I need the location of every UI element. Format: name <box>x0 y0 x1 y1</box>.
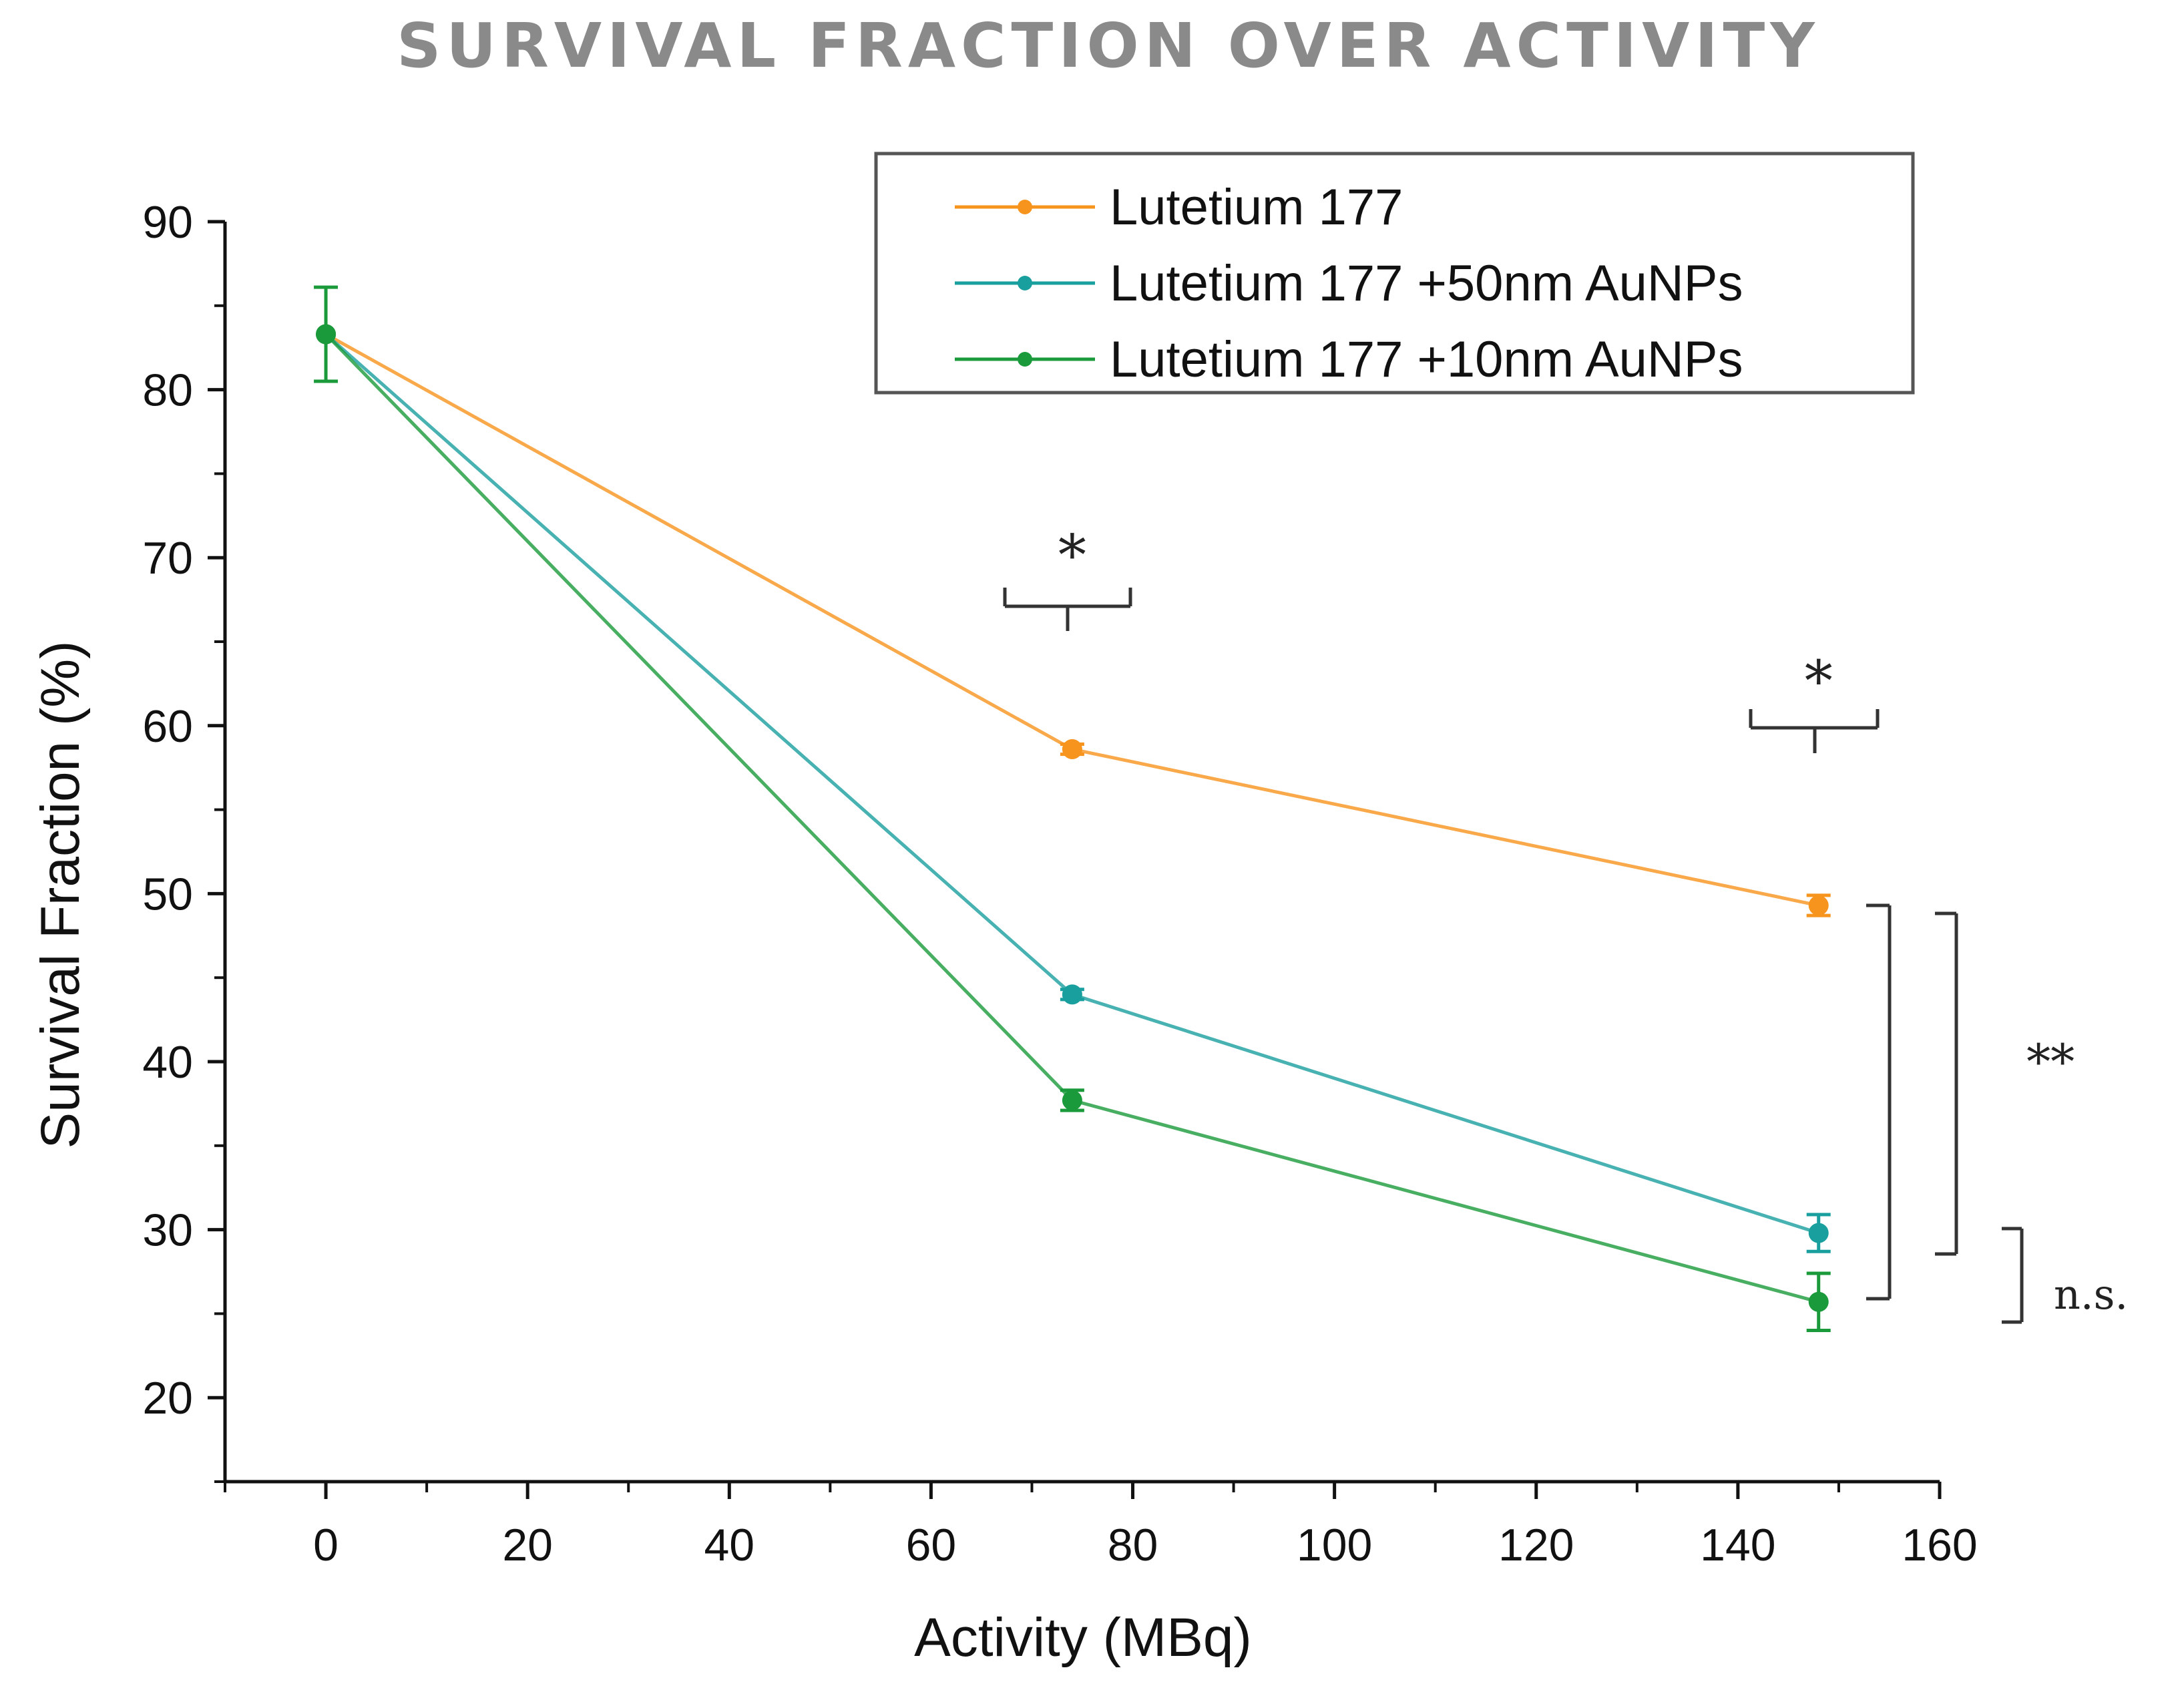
significance-star-74: * <box>1058 522 1086 588</box>
x-tick-label: 160 <box>1902 1520 1977 1570</box>
x-tick-label: 140 <box>1700 1520 1775 1570</box>
x-axis-label: Activity (MBq) <box>914 1607 1252 1668</box>
legend-label: Lutetium 177 +50nm AuNPs <box>1110 255 1743 312</box>
y-tick-label: 60 <box>142 701 193 752</box>
y-tick-label: 90 <box>142 197 193 248</box>
series-2 <box>316 324 1831 1253</box>
y-tick-label: 50 <box>142 869 193 919</box>
x-tick-label: 60 <box>906 1520 957 1570</box>
y-tick-label: 30 <box>142 1205 193 1256</box>
data-point <box>1062 984 1082 1005</box>
series-3 <box>314 285 1831 1333</box>
x-tick-label: 0 <box>313 1520 339 1570</box>
y-axis-ticks: 20 30 40 50 60 70 80 90 <box>142 197 225 1483</box>
series-line <box>324 333 1819 907</box>
x-tick-label: 120 <box>1498 1520 1574 1570</box>
legend: Lutetium 177 Lutetium 177 +50nm AuNPs Lute… <box>874 152 1915 395</box>
axes <box>223 222 1940 1484</box>
y-axis-label: Survival Fraction (%) <box>30 641 91 1149</box>
series-1 <box>316 324 1831 917</box>
significance-star-148: * <box>1805 648 1833 714</box>
data-point <box>316 324 337 345</box>
legend-marker <box>1018 352 1032 367</box>
x-axis-ticks: 0 20 40 60 80 100 120 140 160 <box>224 1482 1978 1570</box>
legend-label: Lutetium 177 +10nm AuNPs <box>1110 331 1743 388</box>
x-tick-label: 40 <box>704 1520 754 1570</box>
y-tick-label: 40 <box>142 1037 193 1088</box>
significance-ns: n.s. <box>2054 1270 2128 1319</box>
data-point <box>1808 1291 1829 1312</box>
x-tick-label: 80 <box>1108 1520 1158 1570</box>
x-tick-label: 100 <box>1297 1520 1372 1570</box>
legend-marker <box>1018 276 1032 290</box>
legend-marker <box>1018 200 1032 214</box>
legend-box <box>874 152 1915 395</box>
significance-double-star: ** <box>2026 1034 2074 1090</box>
chart-title: SURVIVAL FRACTION OVER ACTIVITY <box>397 10 1820 81</box>
legend-label: Lutetium 177 <box>1110 179 1403 236</box>
x-tick-label: 20 <box>502 1520 553 1570</box>
series-line <box>324 333 1819 1304</box>
data-point <box>1062 1090 1082 1110</box>
y-tick-label: 70 <box>142 533 193 584</box>
data-point <box>1808 1223 1829 1243</box>
y-tick-label: 20 <box>142 1373 193 1424</box>
significance-brackets: ****n.s. <box>1003 522 2128 1324</box>
series-layer <box>314 285 1831 1333</box>
y-tick-label: 80 <box>142 365 193 416</box>
data-point <box>1808 895 1829 916</box>
data-point <box>1062 739 1082 760</box>
